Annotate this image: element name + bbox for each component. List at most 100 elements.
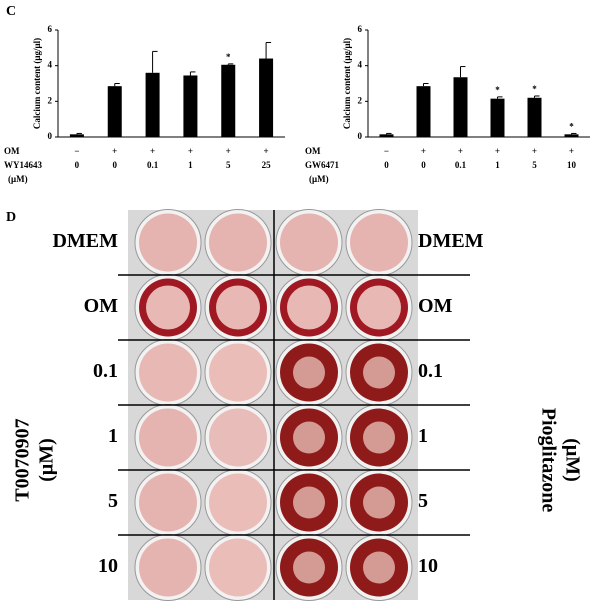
y-axis-label: Calcium content (μg/μl): [342, 38, 352, 129]
significance-mark: *: [532, 84, 537, 94]
x-tick-label: 1: [495, 160, 500, 170]
om-label: +: [458, 146, 463, 156]
row-label: DMEM: [52, 230, 118, 252]
well: [280, 213, 338, 272]
om-label: +: [532, 146, 537, 156]
y-tick-label: 4: [358, 60, 363, 70]
row-label: 10: [98, 555, 118, 577]
well-center: [363, 486, 395, 519]
y-tick-label: 4: [48, 60, 53, 70]
panel-label: C: [6, 4, 16, 19]
significance-mark: *: [569, 121, 574, 131]
row-label: 10: [418, 555, 438, 577]
well-center: [363, 356, 395, 389]
well-center: [293, 486, 325, 519]
row-label: (μM): [309, 174, 329, 184]
bar: [145, 72, 160, 137]
x-tick-label: 0: [75, 160, 80, 170]
x-tick-label: 0: [421, 160, 426, 170]
bar: [564, 134, 579, 137]
x-tick-label: 5: [226, 160, 231, 170]
row-label: DMEM: [418, 230, 484, 252]
row-label: OM: [305, 146, 321, 156]
om-label: +: [569, 146, 574, 156]
bar: [379, 134, 394, 137]
significance-mark: *: [226, 52, 231, 62]
significance-mark: *: [495, 85, 500, 95]
row-label: (μM): [8, 174, 28, 184]
well-center: [363, 421, 395, 454]
bar: [69, 134, 84, 137]
y-tick-label: 2: [358, 95, 363, 105]
row-label: 1: [108, 425, 118, 447]
bar: [259, 58, 274, 137]
y-tick-label: 0: [48, 131, 53, 141]
x-tick-label: 0.1: [455, 160, 467, 170]
row-label: 0.1: [93, 360, 118, 382]
om-label: +: [495, 146, 500, 156]
x-tick-label: 0: [113, 160, 118, 170]
y-tick-label: 6: [48, 24, 53, 34]
x-tick-label: 0.1: [147, 160, 159, 170]
row-label: OM: [84, 295, 119, 317]
well: [350, 213, 408, 272]
bar: [527, 97, 542, 137]
bar: [221, 64, 236, 137]
row-label: 5: [418, 490, 428, 512]
om-label: +: [112, 146, 117, 156]
row-label: OM: [418, 295, 453, 317]
well-center: [293, 421, 325, 454]
row-label: 5: [108, 490, 118, 512]
bar: [416, 86, 431, 137]
axis-label: (μM): [561, 438, 583, 482]
well-center: [293, 551, 325, 584]
well-center: [287, 285, 331, 330]
x-tick-label: 1: [188, 160, 193, 170]
axis-label: Pioglitazone: [537, 408, 559, 513]
om-label: +: [264, 146, 269, 156]
om-label: +: [226, 146, 231, 156]
bar: [183, 75, 198, 137]
row-label: 1: [418, 425, 428, 447]
bar: [453, 77, 468, 137]
well-center: [146, 285, 190, 330]
well: [139, 538, 197, 597]
well: [139, 408, 197, 467]
well: [209, 343, 267, 402]
om-label: −: [74, 146, 79, 156]
om-label: −: [384, 146, 389, 156]
row-label: OM: [4, 146, 20, 156]
well-center: [363, 551, 395, 584]
x-tick-label: 25: [262, 160, 272, 170]
x-tick-label: 5: [532, 160, 537, 170]
bar: [490, 98, 505, 137]
bar: [107, 86, 122, 137]
y-axis-label: Calcium content (μg/μl): [32, 38, 42, 129]
row-label: GW6471: [305, 160, 340, 170]
well: [139, 473, 197, 532]
x-tick-label: 10: [567, 160, 577, 170]
panel-label: D: [6, 210, 16, 225]
y-tick-label: 6: [358, 24, 363, 34]
axis-label: (μM): [36, 438, 58, 482]
well: [139, 213, 197, 272]
om-label: +: [421, 146, 426, 156]
y-tick-label: 2: [48, 95, 53, 105]
y-tick-label: 0: [358, 131, 363, 141]
well-center: [216, 285, 260, 330]
well-plate: [118, 209, 470, 601]
om-label: +: [150, 146, 155, 156]
well-center: [293, 356, 325, 389]
well-center: [357, 285, 401, 330]
om-label: +: [188, 146, 193, 156]
well: [209, 213, 267, 272]
well: [209, 473, 267, 532]
row-label: WY14643: [4, 160, 42, 170]
well: [209, 538, 267, 597]
well: [139, 343, 197, 402]
well: [209, 408, 267, 467]
axis-label: T0070907: [12, 418, 34, 501]
row-label: 0.1: [418, 360, 443, 382]
x-tick-label: 0: [384, 160, 389, 170]
